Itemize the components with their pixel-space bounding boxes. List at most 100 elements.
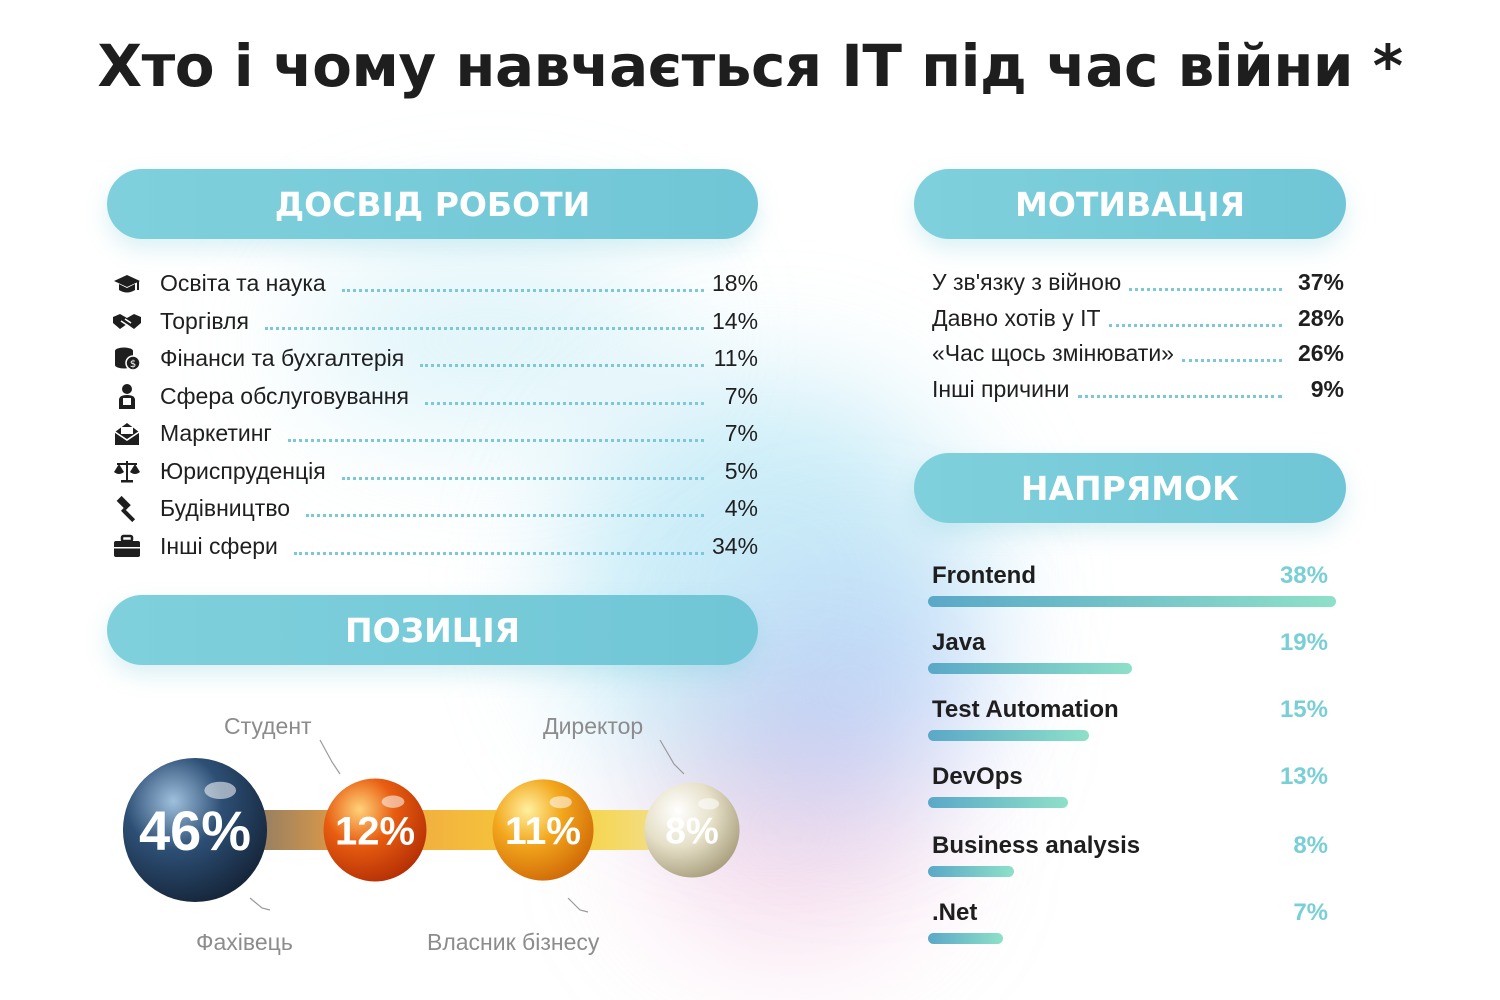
caption-leader-line: [567, 897, 589, 913]
direction-bar: [928, 797, 1068, 808]
experience-value: 18%: [712, 270, 759, 297]
experience-row: $ Фінанси та бухгалтерія 11%: [112, 340, 758, 378]
leader-dots: [287, 425, 704, 443]
motivation-row: «Час щось змінювати» 26%: [932, 336, 1344, 372]
scales-icon: [112, 458, 142, 484]
direction-value: 38%: [1279, 562, 1328, 589]
direction-bar: [928, 596, 1336, 607]
bubble-highlight: [549, 796, 572, 809]
worker-icon: [112, 383, 142, 410]
graduation-cap-icon: [112, 271, 142, 297]
direction-label: DevOps: [932, 763, 1023, 790]
motivation-value: 26%: [1297, 340, 1344, 367]
experience-label: Фінанси та бухгалтерія: [160, 345, 405, 372]
briefcase-icon: [112, 533, 142, 559]
experience-label: Будівництво: [160, 495, 291, 522]
direction-header: НАПРЯМОК: [914, 453, 1346, 523]
motivation-value: 28%: [1297, 304, 1344, 331]
position-value-label: 12%: [335, 809, 415, 853]
handshake-icon: [112, 308, 142, 334]
leader-dots: [424, 388, 704, 405]
motivation-row: У зв'язку з війною 37%: [932, 265, 1344, 301]
experience-value: 7%: [724, 382, 758, 409]
bubble-highlight: [204, 781, 237, 800]
experience-label: Інші сфери: [160, 532, 278, 559]
experience-value: 4%: [724, 495, 758, 522]
hammer-icon: [112, 495, 142, 522]
experience-label: Маркетинг: [160, 420, 272, 447]
position-label-director: Директор: [543, 713, 644, 739]
position-value-label: 11%: [505, 810, 581, 853]
leader-dots: [420, 350, 704, 368]
direction-label: .Net: [932, 899, 978, 926]
leader-dots: [293, 538, 704, 555]
bubble-highlight: [698, 798, 720, 810]
direction-value: 13%: [1279, 763, 1328, 790]
experience-row: Юриспруденція 5%: [112, 453, 758, 491]
page-title: Хто і чому навчається IT під час війни *: [97, 32, 1403, 100]
experience-label: Торгівля: [160, 307, 249, 334]
experience-row: Торгівля 14%: [112, 303, 758, 341]
experience-label: Сфера обслуговування: [160, 382, 409, 409]
leader-dots: [1129, 274, 1282, 292]
motivation-label: «Час щось змінювати»: [932, 340, 1174, 367]
leader-dots: [264, 313, 704, 330]
position-bubble-chart: 46% 12% 11% 8%: [122, 739, 740, 913]
motivation-label: У зв'язку з війною: [932, 269, 1122, 296]
motivation-row: Інші причини 9%: [932, 372, 1344, 408]
experience-value: 11%: [713, 345, 758, 372]
direction-value: 19%: [1279, 629, 1328, 656]
direction-label: Test Automation: [932, 696, 1119, 723]
leader-dots: [341, 275, 704, 293]
direction-bar: [928, 933, 1003, 944]
experience-value: 34%: [712, 532, 759, 559]
leader-dots: [306, 500, 704, 518]
direction-value: 15%: [1279, 696, 1328, 723]
leader-dots: [1077, 381, 1282, 398]
svg-text:$: $: [130, 359, 136, 370]
direction-label: Business analysis: [932, 832, 1141, 859]
direction-bar: [928, 663, 1132, 674]
experience-row: Сфера обслуговування 7%: [112, 378, 758, 416]
direction-bar: [928, 730, 1089, 741]
experience-value: 5%: [724, 457, 758, 484]
experience-row: Освіта та наука 18%: [112, 265, 758, 303]
caption-leader-line: [319, 739, 341, 775]
experience-label: Освіта та наука: [160, 270, 326, 297]
caption-leader-line: [249, 897, 271, 911]
direction-value: 7%: [1293, 899, 1328, 926]
bubble-highlight: [381, 795, 405, 808]
motivation-list: У зв'язку з війною 37% Давно хотів у IT …: [932, 265, 1344, 407]
motivation-value: 37%: [1297, 269, 1344, 296]
direction-label: Frontend: [932, 562, 1036, 589]
coins-icon: $: [112, 346, 142, 372]
direction-bar: [928, 866, 1014, 877]
bubble-connector: [200, 810, 720, 850]
position-header: ПОЗИЦІЯ: [107, 595, 758, 665]
position-value-label: 8%: [665, 810, 718, 851]
motivation-label: Давно хотів у IT: [932, 304, 1101, 331]
direction-value: 8%: [1293, 832, 1328, 859]
motivation-header: МОТИВАЦІЯ: [914, 169, 1346, 239]
experience-label: Юриспруденція: [160, 457, 326, 484]
experience-row: Маркетинг 7%: [112, 415, 758, 453]
leader-dots: [1108, 310, 1282, 327]
position-label-student: Студент: [224, 713, 312, 739]
motivation-row: Давно хотів у IT 28%: [932, 301, 1344, 337]
experience-list: Освіта та наука 18% Торгівля 14% $ Фінан…: [112, 265, 758, 565]
direction-label: Java: [932, 629, 986, 656]
envelope-icon: [112, 421, 142, 447]
position-label-specialist: Фахівець: [196, 929, 293, 955]
motivation-value: 9%: [1310, 375, 1344, 402]
leader-dots: [341, 463, 704, 480]
experience-value: 7%: [724, 420, 758, 447]
motivation-label: Інші причини: [932, 375, 1070, 402]
experience-value: 14%: [712, 307, 759, 334]
experience-row: Будівництво 4%: [112, 490, 758, 528]
position-value-label: 46%: [139, 799, 251, 862]
caption-leader-line: [659, 739, 685, 775]
leader-dots: [1181, 345, 1282, 363]
experience-header: ДОСВІД РОБОТИ: [107, 169, 758, 239]
experience-row: Інші сфери 34%: [112, 528, 758, 566]
position-label-owner: Власник бізнесу: [427, 929, 600, 955]
